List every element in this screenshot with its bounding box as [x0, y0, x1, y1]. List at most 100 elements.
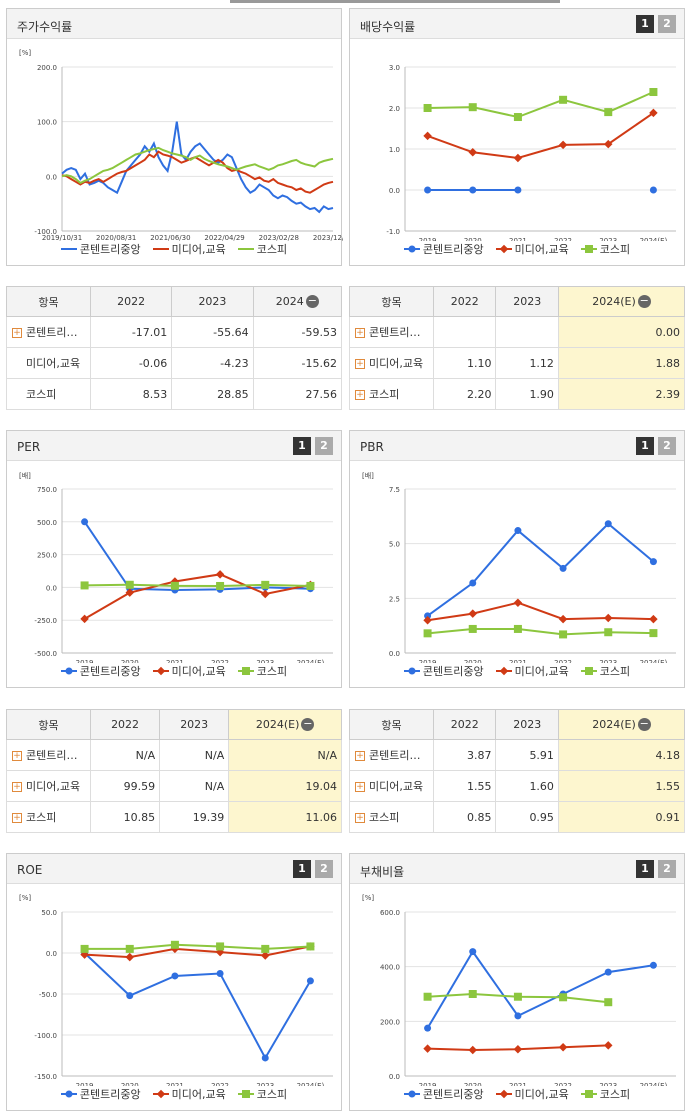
table-cell: 8.53 — [89, 378, 173, 410]
table-row: 미디어,교육 -0.06 -4.23 -15.62 — [6, 347, 343, 379]
unit-label: [배] — [19, 472, 31, 480]
legend-item[interactable]: 코스피 — [580, 1086, 631, 1102]
data-point — [261, 589, 270, 599]
series-line-0 — [83, 952, 312, 1061]
series-line-2 — [84, 583, 311, 587]
legend-label: 코스피 — [599, 1088, 631, 1101]
row-name: 코스피 — [26, 811, 57, 824]
series-line-1 — [84, 945, 311, 959]
expand-icon[interactable]: + — [12, 751, 22, 761]
x-tick-label: 2022 — [554, 1082, 572, 1086]
view-button-1[interactable]: 1 — [636, 437, 654, 455]
legend-swatch — [403, 1090, 420, 1098]
legend-item[interactable]: 미디어,교육 — [152, 1086, 226, 1102]
chart-panel-roe: ROE 1 2 [%] 50.0 0.0 -50.0 -100.0 -150.0 2019 2020… — [6, 853, 342, 1111]
legend-label: 콘텐트리중앙 — [422, 243, 484, 256]
view-button-1[interactable]: 1 — [293, 860, 311, 878]
data-point — [649, 558, 657, 566]
expand-icon[interactable]: + — [355, 813, 365, 823]
x-tick-label: 2022 — [211, 659, 229, 663]
y-tick-label: 0.0 — [389, 650, 400, 658]
y-tick-label: -1.0 — [386, 228, 400, 236]
legend-marker — [584, 1090, 593, 1098]
table-row: + 코스피 2.20 1.90 2.39 — [349, 378, 686, 410]
legend-item[interactable]: 콘텐트리중앙 — [403, 663, 484, 679]
legend-item[interactable]: 콘텐트리중앙 — [403, 1086, 484, 1102]
x-tick-label: 2021 — [509, 659, 527, 663]
data-point — [513, 598, 523, 607]
expand-icon[interactable]: + — [355, 782, 365, 792]
chart-legend: 콘텐트리중앙 미디어,교육 코스피 — [7, 663, 341, 679]
table-cell: 4.18 — [557, 739, 686, 771]
data-table: 항목 2022 2023 2024− + 콘텐트리… -17.01 -55.64 -59.53 미… — [6, 286, 343, 410]
collapse-icon[interactable]: − — [637, 717, 651, 732]
expand-icon[interactable]: + — [12, 813, 22, 823]
collapse-icon[interactable]: − — [301, 717, 315, 732]
table-header: 2022 — [89, 709, 161, 740]
data-point — [604, 968, 612, 976]
row-name: 코스피 — [369, 811, 400, 824]
table-row: + 미디어,교육 1.10 1.12 1.88 — [349, 347, 686, 379]
data-point — [649, 108, 658, 118]
data-point — [514, 527, 522, 535]
legend-marker — [408, 1090, 416, 1098]
col-year: 2022 — [111, 718, 140, 731]
expand-icon[interactable]: + — [355, 390, 365, 400]
table-row: 코스피 8.53 28.85 27.56 — [6, 378, 343, 410]
panel-title: PER — [7, 431, 341, 461]
view-button-2[interactable]: 2 — [315, 860, 333, 878]
legend-item[interactable]: 콘텐트리중앙 — [60, 1086, 141, 1102]
expand-icon[interactable]: + — [12, 782, 22, 792]
legend-item[interactable]: 코스피 — [580, 241, 630, 257]
expand-icon[interactable]: + — [355, 359, 365, 369]
chart-legend: 콘텐트리중앙 미디어,교육 코스피 — [7, 1086, 341, 1102]
table-row: + 콘텐트리… 3.87 5.91 4.18 — [349, 739, 686, 771]
view-button-2[interactable]: 2 — [658, 860, 676, 878]
legend-swatch — [495, 666, 512, 676]
expand-icon[interactable]: + — [355, 751, 365, 761]
chart-panel-dividend: 배당수익률 1 2 3.0 2.0 1.0 0.0 -1.0 2019 2020 2021 2022 2… — [349, 8, 685, 266]
data-point — [80, 614, 89, 624]
data-point — [170, 581, 179, 590]
y-tick-label: 100.0 — [37, 119, 57, 127]
col-year: 2024(E) — [255, 717, 300, 731]
legend-item[interactable]: 코스피 — [580, 663, 630, 679]
chart-svg: 750.0 500.0 250.0 0.0 -250.0 -500.0 2019 2020 20… — [34, 486, 333, 663]
collapse-icon[interactable]: − — [637, 294, 651, 309]
expand-icon[interactable]: + — [355, 328, 365, 338]
legend-item[interactable]: 미디어,교육 — [152, 241, 226, 257]
legend-item[interactable]: 미디어,교육 — [152, 663, 226, 679]
panel-title: ROE — [7, 854, 341, 884]
legend-marker — [156, 1089, 165, 1099]
legend-item[interactable]: 미디어,교육 — [495, 663, 569, 679]
legend-item[interactable]: 콘텐트리중앙 — [403, 241, 484, 257]
series-line-0 — [426, 522, 655, 617]
unit-label: [%] — [19, 49, 32, 57]
legend-item[interactable]: 코스피 — [237, 663, 288, 679]
legend-item[interactable]: 미디어,교육 — [495, 241, 569, 257]
data-point — [513, 153, 523, 163]
x-tick-label: 2020 — [121, 1082, 139, 1086]
view-button-2[interactable]: 2 — [658, 15, 676, 33]
view-button-1[interactable]: 1 — [636, 860, 654, 878]
legend-item[interactable]: 코스피 — [237, 241, 287, 257]
legend-item[interactable]: 콘텐트리중앙 — [60, 663, 141, 679]
y-tick-label: -100.0 — [34, 228, 57, 236]
view-button-2[interactable]: 2 — [658, 437, 676, 455]
legend-item[interactable]: 콘텐트리중앙 — [60, 241, 141, 257]
data-point — [513, 992, 522, 1001]
legend-item[interactable]: 코스피 — [237, 1086, 287, 1102]
view-button-2[interactable]: 2 — [315, 437, 333, 455]
table-header-label: 항목 — [6, 709, 91, 740]
row-name: 콘텐트리… — [369, 749, 421, 762]
legend-label: 코스피 — [256, 665, 288, 678]
legend-item[interactable]: 미디어,교육 — [495, 1086, 569, 1102]
view-button-1[interactable]: 1 — [636, 15, 654, 33]
data-point — [604, 520, 612, 528]
data-point — [468, 103, 477, 112]
collapse-icon[interactable]: − — [305, 294, 319, 309]
legend-marker — [156, 666, 165, 676]
expand-icon[interactable]: + — [12, 328, 22, 338]
view-button-1[interactable]: 1 — [293, 437, 311, 455]
y-tick-label: 400.0 — [380, 964, 400, 972]
